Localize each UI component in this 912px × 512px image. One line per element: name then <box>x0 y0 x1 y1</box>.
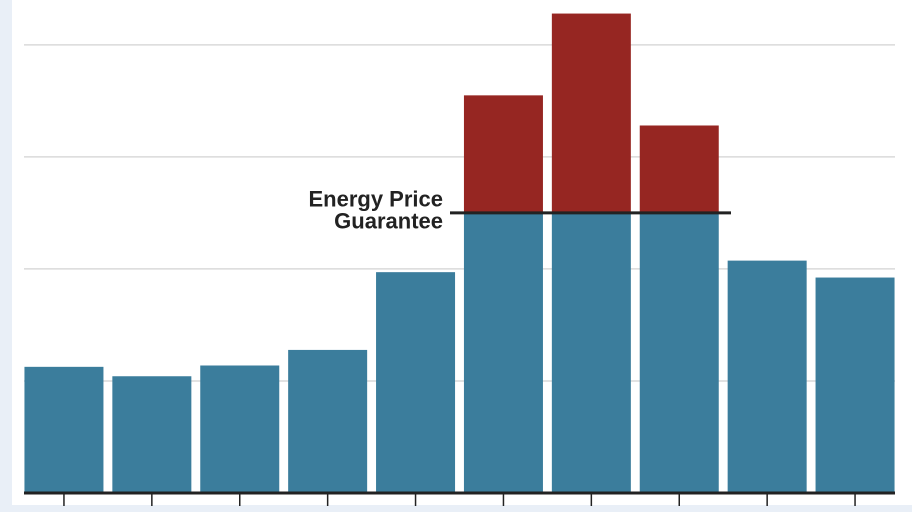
bar <box>112 376 192 493</box>
bar <box>200 365 280 493</box>
bar <box>24 366 104 493</box>
annotation-label: Guarantee <box>334 209 443 234</box>
bar <box>551 212 631 494</box>
annotation-label: Energy Price <box>308 187 443 212</box>
bar <box>463 212 543 494</box>
bar <box>288 349 368 493</box>
bar <box>639 212 719 494</box>
bar <box>376 272 456 493</box>
bar <box>639 125 719 213</box>
bar <box>463 95 543 213</box>
bar <box>727 260 807 493</box>
bar <box>815 277 895 493</box>
bar <box>551 13 631 213</box>
